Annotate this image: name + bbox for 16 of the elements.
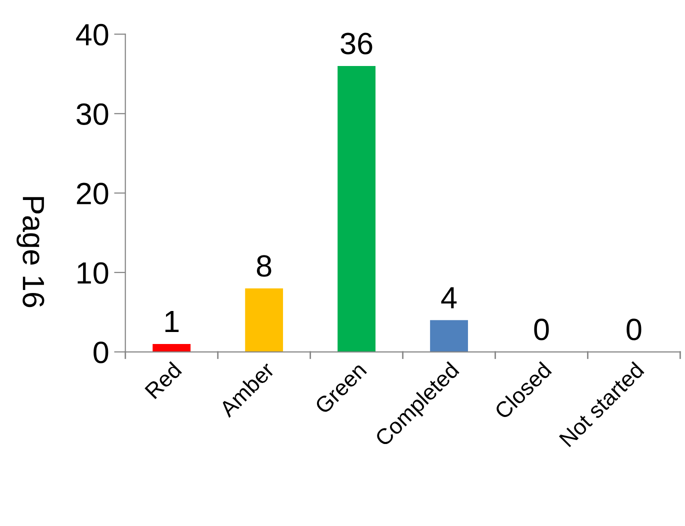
data-label: 36 (340, 32, 372, 54)
bar (430, 320, 468, 352)
data-label: 8 (256, 255, 272, 277)
y-tick-label: 0 (94, 342, 108, 364)
y-tick-label: 20 (76, 182, 108, 204)
bar (338, 66, 376, 352)
y-tick-label: 40 (76, 24, 108, 46)
bar (245, 288, 284, 352)
data-label: 4 (441, 287, 457, 308)
y-tick-label: 30 (76, 103, 108, 125)
bar (152, 344, 191, 352)
data-label: 0 (534, 318, 549, 340)
text: Page 16 (16, 197, 44, 308)
data-label: 1 (165, 311, 179, 332)
data-label: 0 (626, 318, 642, 340)
y-tick-label: 10 (78, 262, 108, 284)
